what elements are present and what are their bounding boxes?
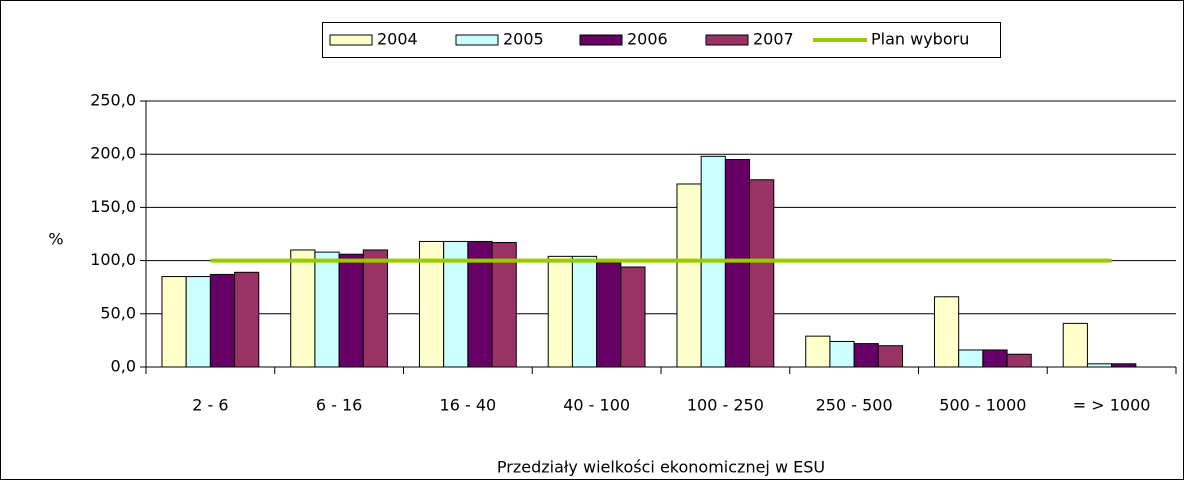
bar	[209, 273, 236, 368]
legend-swatch	[705, 34, 749, 46]
bar	[185, 276, 211, 368]
legend-swatch	[455, 34, 499, 46]
bar	[829, 340, 855, 368]
bar	[724, 159, 751, 368]
bar	[805, 335, 831, 368]
bar	[749, 179, 775, 368]
legend-label: 2004	[377, 30, 418, 49]
bar	[571, 255, 598, 368]
bar	[933, 296, 960, 368]
x-tick-label: 100 - 250	[687, 396, 764, 415]
bar	[314, 251, 340, 368]
y-axis-label: %	[48, 230, 63, 249]
x-tick-label: 6 - 16	[316, 396, 362, 415]
bar	[161, 276, 187, 368]
bar	[362, 249, 389, 368]
legend-swatch	[579, 34, 623, 46]
bar	[877, 345, 904, 368]
x-tick-label: 40 - 100	[563, 396, 630, 415]
x-tick-label: 500 - 1000	[939, 396, 1026, 415]
bar	[676, 183, 702, 368]
legend-label: 2006	[627, 30, 668, 49]
y-tick-label: 100,0	[90, 250, 136, 269]
bar	[1062, 322, 1088, 368]
bar	[547, 255, 573, 368]
x-tick-label: 16 - 40	[440, 396, 497, 415]
x-axis-label: Przedziały wielkości ekonomicznej w ESU	[497, 458, 825, 477]
bar	[958, 349, 984, 368]
legend-label: 2007	[753, 30, 794, 49]
bar	[1006, 353, 1032, 368]
y-tick-label: 150,0	[90, 197, 136, 216]
y-tick-label: 0,0	[111, 357, 136, 376]
y-tick-label: 50,0	[100, 303, 136, 322]
legend-label: Plan wyboru	[871, 30, 969, 49]
legend-box	[322, 22, 1001, 58]
bar	[596, 262, 622, 368]
legend-label: 2005	[503, 30, 544, 49]
x-tick-label: = > 1000	[1073, 396, 1151, 415]
bar	[982, 349, 1008, 368]
x-tick-label: 2 - 6	[192, 396, 228, 415]
legend-swatch	[329, 34, 373, 46]
y-tick-label: 200,0	[90, 144, 136, 163]
y-tick-label: 250,0	[90, 91, 136, 110]
bar	[853, 343, 879, 368]
x-tick-label: 250 - 500	[816, 396, 893, 415]
bar	[491, 242, 517, 368]
bar	[620, 266, 646, 368]
bar	[338, 253, 364, 368]
bar	[234, 271, 260, 368]
bar	[290, 249, 316, 368]
